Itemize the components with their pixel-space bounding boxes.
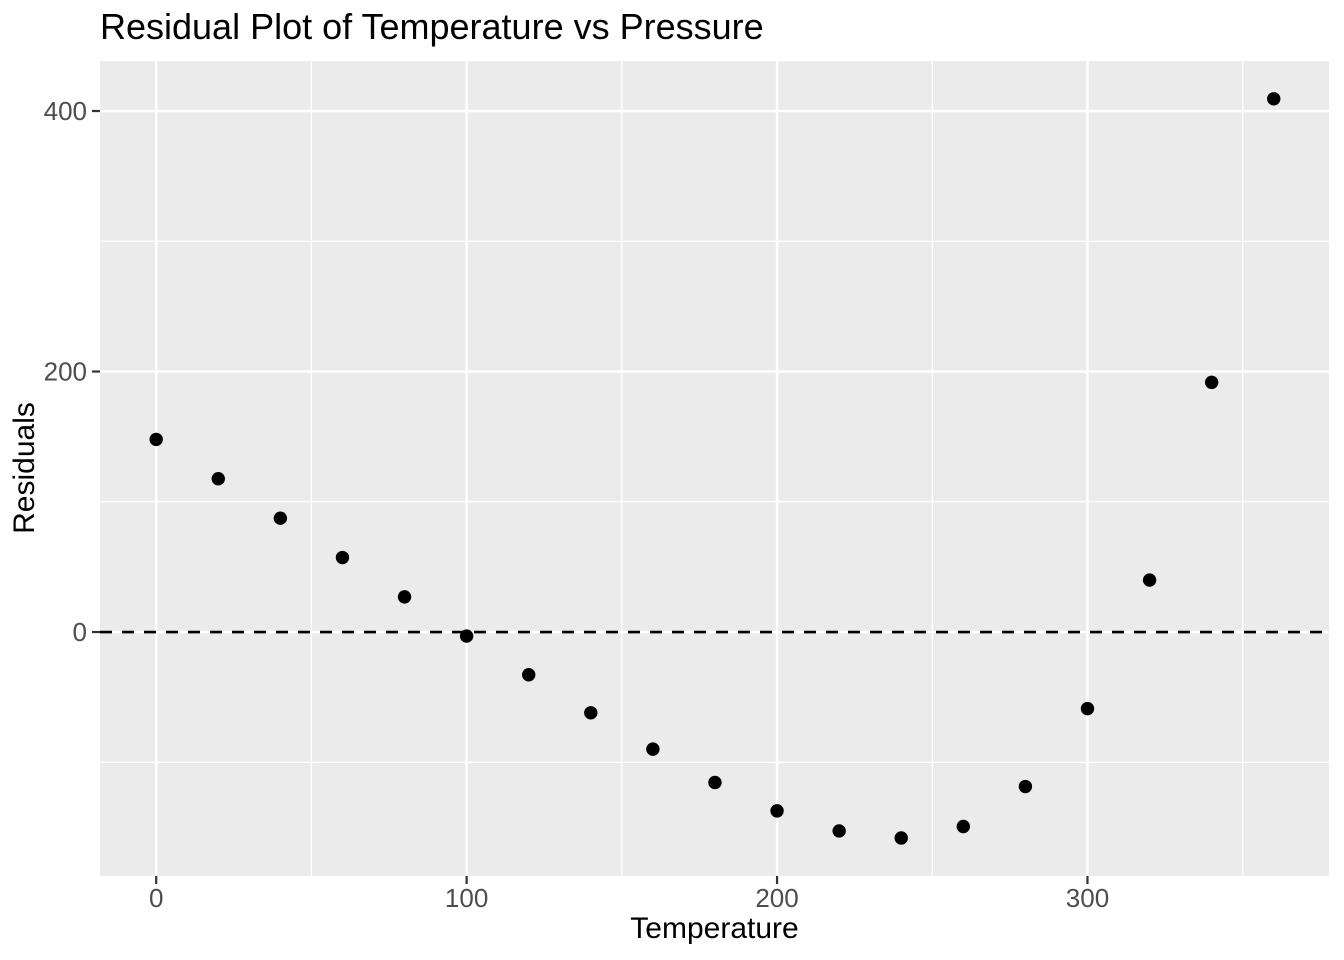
data-point bbox=[1080, 701, 1095, 716]
data-point bbox=[522, 668, 536, 682]
data-point bbox=[832, 824, 846, 838]
data-point bbox=[397, 590, 412, 604]
y-axis-tick-label: 400 bbox=[44, 96, 87, 126]
y-axis-title: Residuals bbox=[8, 402, 41, 534]
x-axis-tick-label: 100 bbox=[445, 883, 488, 913]
x-axis-tick-label: 200 bbox=[755, 883, 798, 913]
plot-panel bbox=[100, 61, 1329, 876]
data-point bbox=[646, 742, 660, 756]
data-point bbox=[335, 550, 350, 565]
data-point bbox=[149, 432, 163, 447]
data-point bbox=[459, 629, 474, 643]
data-point bbox=[1267, 92, 1281, 106]
data-point bbox=[584, 706, 598, 720]
data-point bbox=[770, 804, 784, 818]
data-point bbox=[273, 511, 288, 525]
x-axis-title: Temperature bbox=[630, 912, 799, 945]
y-axis-tick-label: 200 bbox=[44, 357, 87, 387]
data-point bbox=[708, 775, 722, 790]
data-point bbox=[956, 819, 971, 834]
data-point bbox=[894, 831, 908, 845]
data-point bbox=[1018, 779, 1033, 794]
y-axis-tick-label: 0 bbox=[73, 617, 87, 647]
data-point bbox=[211, 472, 225, 486]
x-axis-tick-label: 300 bbox=[1066, 883, 1109, 913]
plot-title: Residual Plot of Temperature vs Pressure bbox=[100, 6, 764, 47]
x-axis-tick-label: 0 bbox=[149, 883, 163, 913]
data-point bbox=[1142, 573, 1157, 587]
data-point bbox=[1204, 375, 1219, 390]
